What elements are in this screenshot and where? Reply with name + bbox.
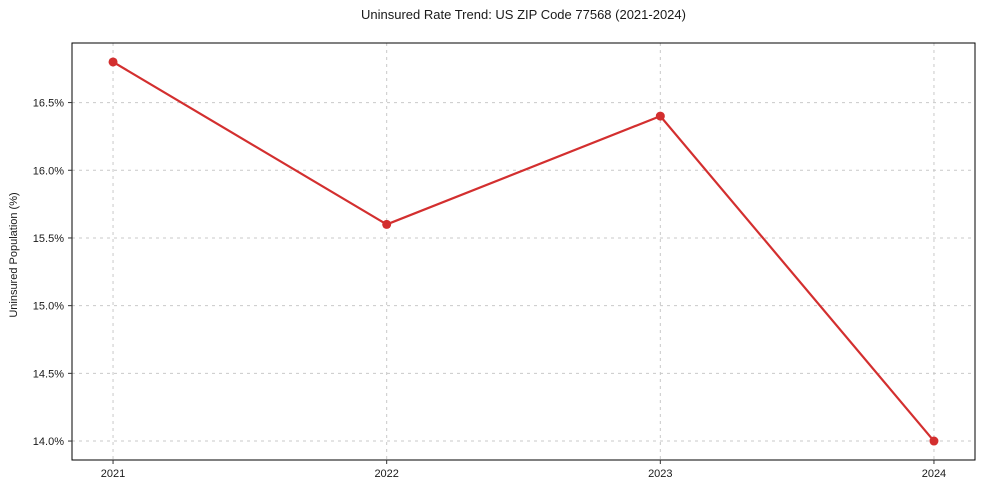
y-tick-label: 16.0%: [33, 165, 64, 177]
x-tick-label: 2021: [101, 468, 125, 480]
y-tick-label: 16.5%: [33, 98, 64, 110]
y-tick-label: 14.5%: [33, 368, 64, 380]
y-tick-label: 14.0%: [33, 436, 64, 448]
data-point: [929, 436, 939, 446]
trend-line: [111, 60, 936, 443]
data-point: [382, 219, 392, 229]
plot-border: [71, 42, 976, 461]
data-point: [655, 111, 665, 121]
x-tick-label: 2024: [922, 468, 946, 480]
y-tick-label: 15.0%: [33, 301, 64, 313]
chart-title: Uninsured Rate Trend: US ZIP Code 77568 …: [361, 7, 686, 22]
x-tick-label: 2023: [648, 468, 672, 480]
y-tick-label: 15.5%: [33, 233, 64, 245]
x-tick-label: 2022: [374, 468, 398, 480]
data-point: [108, 57, 118, 67]
